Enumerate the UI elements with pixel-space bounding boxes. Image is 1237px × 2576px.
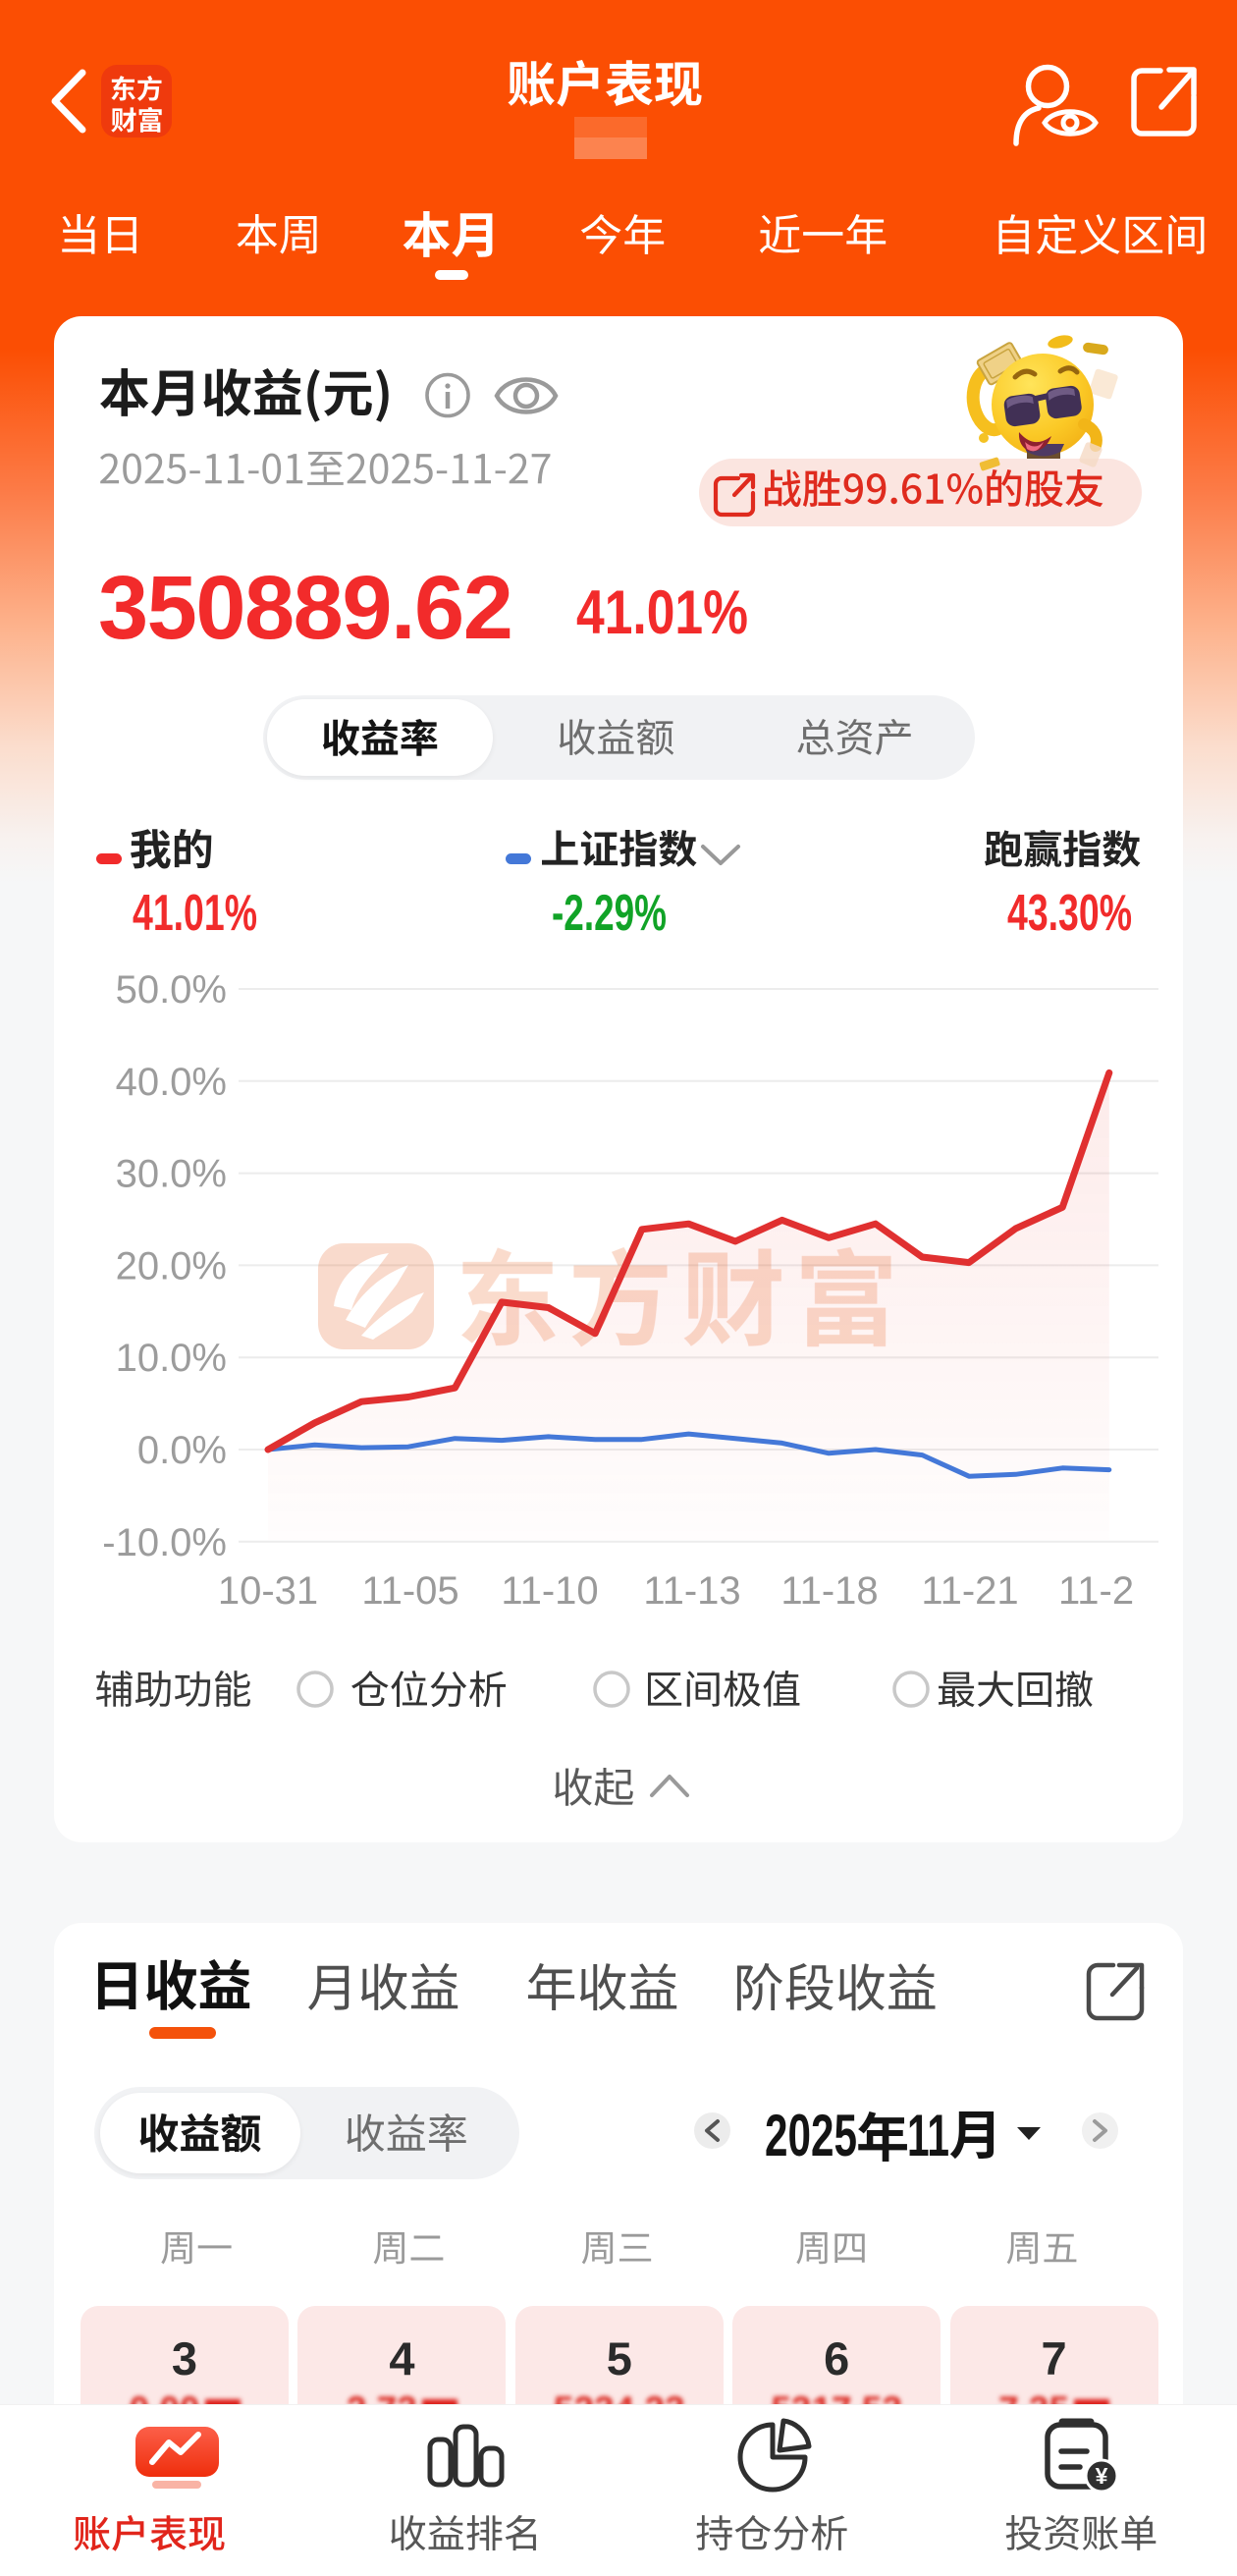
svg-text:50.0%: 50.0% — [116, 968, 227, 1012]
svg-text:11-13: 11-13 — [643, 1569, 740, 1613]
svg-text:6: 6 — [824, 2332, 849, 2384]
svg-text:30.0%: 30.0% — [116, 1153, 227, 1196]
svg-text:5: 5 — [607, 2332, 632, 2384]
svg-text:11: 11 — [907, 2103, 949, 2168]
svg-text:43.30%: 43.30% — [1007, 885, 1132, 942]
svg-text:11-21: 11-21 — [921, 1569, 1018, 1613]
svg-text:0.0%: 0.0% — [137, 1429, 227, 1472]
svg-text:20.0%: 20.0% — [116, 1244, 227, 1288]
svg-text:-10.0%: -10.0% — [102, 1521, 227, 1564]
svg-text:-2.29%: -2.29% — [552, 885, 667, 942]
svg-text:350889.62: 350889.62 — [98, 558, 511, 658]
svg-text:7: 7 — [1042, 2332, 1067, 2384]
svg-text:11-05: 11-05 — [361, 1569, 458, 1613]
svg-text:3: 3 — [172, 2332, 197, 2384]
svg-text:4: 4 — [389, 2332, 414, 2384]
svg-text:11-2: 11-2 — [1058, 1569, 1134, 1613]
svg-text:41.01%: 41.01% — [133, 885, 257, 942]
svg-text:40.0%: 40.0% — [116, 1061, 227, 1104]
svg-text:11-18: 11-18 — [780, 1569, 878, 1613]
svg-text:¥: ¥ — [1096, 2463, 1108, 2489]
svg-text:10.0%: 10.0% — [116, 1337, 227, 1380]
svg-text:41.01%: 41.01% — [576, 578, 748, 647]
svg-text:11-10: 11-10 — [501, 1569, 598, 1613]
svg-text:10-31: 10-31 — [218, 1569, 318, 1613]
svg-text:2025: 2025 — [765, 2103, 857, 2168]
